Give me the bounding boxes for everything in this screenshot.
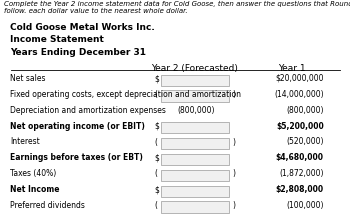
Text: (14,000,000): (14,000,000) [274,90,324,99]
Text: (800,000): (800,000) [177,106,215,115]
Text: $: $ [154,122,159,131]
FancyBboxPatch shape [161,90,229,102]
Text: $4,680,000: $4,680,000 [276,153,324,162]
Text: Net operating income (or EBIT): Net operating income (or EBIT) [10,122,145,130]
Text: Net Income: Net Income [10,185,60,194]
Text: Complete the Year 2 income statement data for Cold Goose, then answer the questi: Complete the Year 2 income statement dat… [4,1,350,7]
Text: (: ( [154,90,157,99]
Text: Taxes (40%): Taxes (40%) [10,169,57,178]
Text: Interest: Interest [10,137,40,146]
Text: Years Ending December 31: Years Ending December 31 [10,48,147,57]
Text: $: $ [154,74,159,83]
Text: (800,000): (800,000) [286,106,324,115]
Text: Fixed operating costs, except depreciation and amortization: Fixed operating costs, except depreciati… [10,90,241,99]
Text: ): ) [232,138,235,147]
Text: Cold Goose Metal Works Inc.: Cold Goose Metal Works Inc. [10,23,155,32]
Text: (100,000): (100,000) [286,201,324,210]
FancyBboxPatch shape [161,154,229,165]
Text: (520,000): (520,000) [286,137,324,146]
Text: ): ) [232,90,235,99]
FancyBboxPatch shape [161,75,229,86]
Text: Net sales: Net sales [10,74,46,83]
FancyBboxPatch shape [161,186,229,197]
Text: (1,872,000): (1,872,000) [279,169,324,178]
FancyBboxPatch shape [161,201,229,213]
Text: Preferred dividends: Preferred dividends [10,201,85,210]
Text: $: $ [154,154,159,163]
FancyBboxPatch shape [161,138,229,149]
Text: (: ( [154,201,157,210]
Text: follow. each dollar value to the nearest whole dollar.: follow. each dollar value to the nearest… [4,8,187,14]
Text: Year 2 (Forecasted): Year 2 (Forecasted) [151,64,238,72]
Text: Income Statement: Income Statement [10,35,104,44]
Text: ): ) [232,201,235,210]
Text: (: ( [154,138,157,147]
Text: Earnings before taxes (or EBT): Earnings before taxes (or EBT) [10,153,144,162]
FancyBboxPatch shape [161,122,229,133]
Text: ): ) [232,169,235,178]
Text: $5,200,000: $5,200,000 [276,122,324,130]
Text: Year 1: Year 1 [279,64,306,72]
Text: $20,000,000: $20,000,000 [275,74,324,83]
FancyBboxPatch shape [161,170,229,181]
Text: (: ( [154,169,157,178]
Text: $2,808,000: $2,808,000 [276,185,324,194]
Text: $: $ [154,185,159,194]
Text: Depreciation and amortization expenses: Depreciation and amortization expenses [10,106,166,115]
